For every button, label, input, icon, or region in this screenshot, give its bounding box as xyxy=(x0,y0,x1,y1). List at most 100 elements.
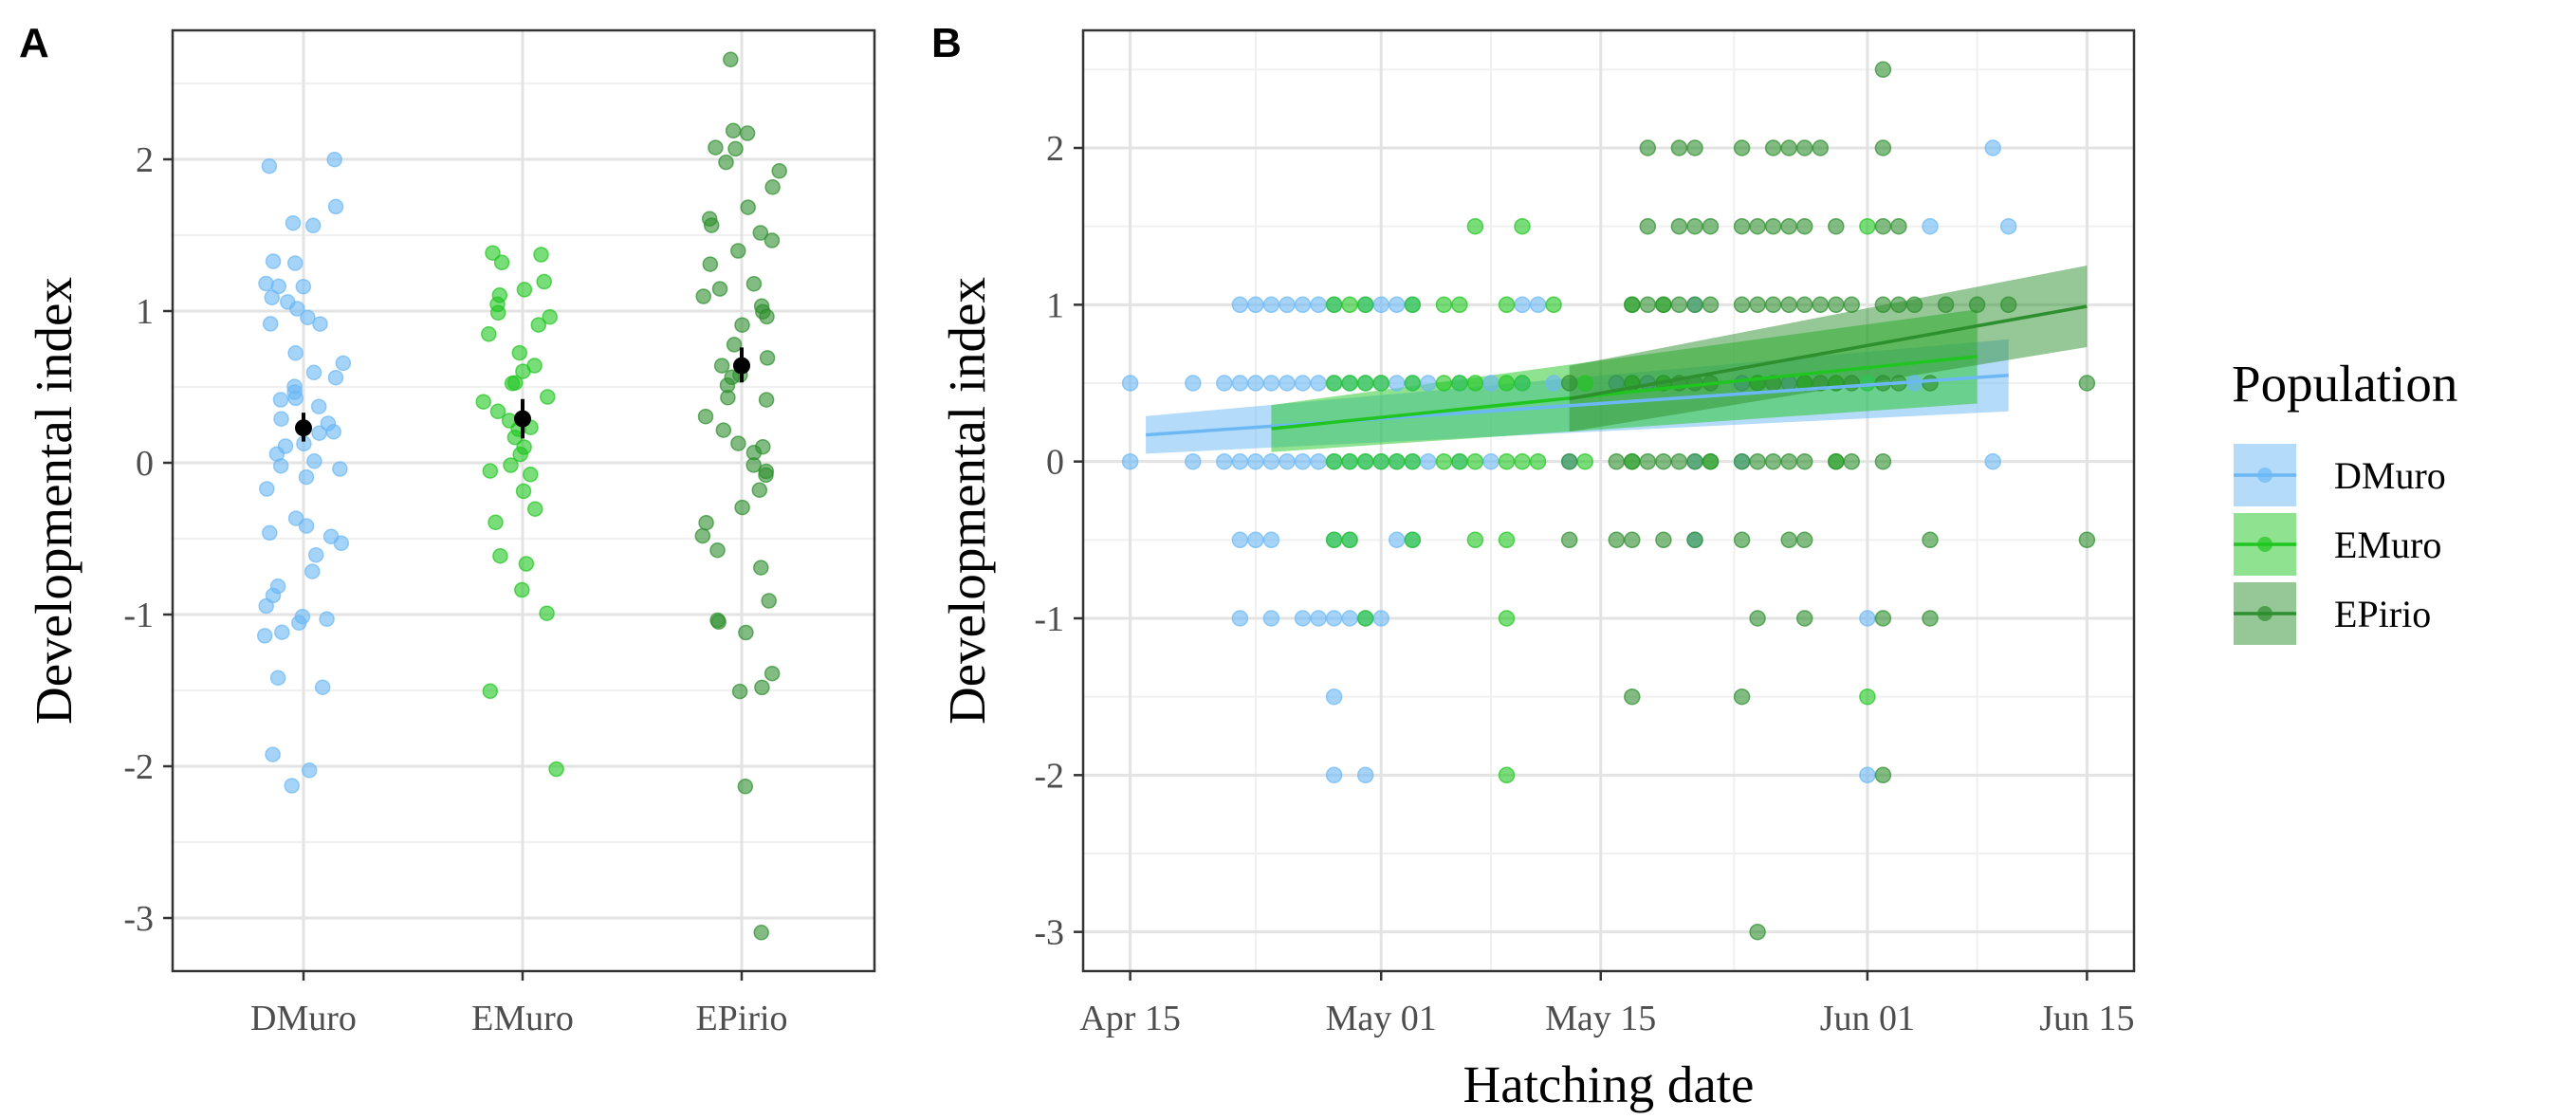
data-point xyxy=(751,482,768,498)
mean-point xyxy=(295,419,312,437)
data-point xyxy=(702,256,719,272)
data-point xyxy=(715,422,732,438)
data-point xyxy=(262,524,278,542)
data-point xyxy=(523,467,539,483)
data-point xyxy=(289,301,305,317)
trend-line xyxy=(1146,373,2009,437)
data-point xyxy=(1749,610,1766,627)
panel-b-background xyxy=(1083,30,2134,971)
data-point xyxy=(1121,452,1139,470)
data-point xyxy=(764,179,781,195)
data-point xyxy=(1922,375,1939,392)
data-point xyxy=(1262,610,1280,627)
data-point xyxy=(720,389,736,406)
legend-key-point xyxy=(2257,468,2272,483)
panel-b-tag: B xyxy=(931,20,962,66)
data-point xyxy=(698,514,714,531)
y-tick-label: 0 xyxy=(136,444,154,484)
data-point xyxy=(1388,531,1406,549)
data-point xyxy=(540,389,556,405)
data-point xyxy=(1325,452,1343,470)
panel-b: -3 -2 -1 0 1 2 Apr 15 May 01 May 15 Jun 01 Jun 15… xyxy=(938,28,2136,1113)
data-point xyxy=(1356,610,1374,627)
data-point xyxy=(1388,375,1406,392)
data-point xyxy=(1294,610,1312,627)
data-point xyxy=(1435,296,1453,314)
panel-a-means xyxy=(295,347,750,442)
data-point xyxy=(287,390,304,407)
data-point xyxy=(753,925,769,941)
data-point xyxy=(1466,531,1484,549)
data-point xyxy=(1795,296,1813,314)
data-point xyxy=(1968,296,1986,314)
data-point xyxy=(1404,452,1422,470)
data-point xyxy=(1655,531,1672,549)
data-point xyxy=(485,245,501,261)
data-point xyxy=(1325,766,1343,784)
legend-label: EMuro xyxy=(2334,523,2441,566)
y-tick-label: 2 xyxy=(136,140,154,180)
data-point xyxy=(1231,375,1249,392)
data-point xyxy=(1843,375,1861,392)
data-point xyxy=(270,278,287,295)
data-point xyxy=(1733,531,1751,549)
data-point xyxy=(1498,766,1516,784)
data-point xyxy=(1843,452,1861,470)
data-point xyxy=(311,425,327,441)
data-point xyxy=(1247,531,1264,549)
data-point xyxy=(285,214,302,231)
data-point xyxy=(1310,375,1327,392)
data-point xyxy=(709,612,726,629)
data-point xyxy=(723,51,739,68)
data-point xyxy=(759,308,775,325)
data-point xyxy=(1560,375,1578,392)
data-point xyxy=(761,593,777,609)
data-point xyxy=(1670,296,1688,314)
x-tick-label: May 01 xyxy=(1326,999,1437,1038)
panel-a-y-axis-title: Developmental index xyxy=(25,277,83,725)
data-point xyxy=(1749,923,1766,941)
data-point xyxy=(1984,452,2001,470)
data-point xyxy=(1874,61,1892,79)
data-point xyxy=(1843,296,1861,314)
data-point xyxy=(269,670,286,687)
data-point xyxy=(1310,452,1327,470)
data-point xyxy=(1733,296,1751,314)
y-tick-label: -3 xyxy=(1034,913,1064,953)
panel-a-y-ticks: -3 -2 -1 0 1 2 xyxy=(123,140,173,939)
data-point xyxy=(1185,375,1202,392)
data-point xyxy=(1795,217,1813,235)
data-point xyxy=(1780,452,1797,470)
data-point xyxy=(734,499,750,516)
data-point xyxy=(1279,375,1296,392)
data-point xyxy=(1356,375,1374,392)
data-point xyxy=(1325,531,1343,549)
y-tick-label: 1 xyxy=(136,292,154,332)
data-point xyxy=(1828,217,1845,235)
data-point xyxy=(695,288,711,304)
data-point xyxy=(305,364,322,381)
data-point xyxy=(730,435,746,451)
data-point xyxy=(1937,296,1955,314)
data-point xyxy=(1624,452,1641,470)
data-point xyxy=(1874,610,1892,627)
data-point xyxy=(1262,452,1280,470)
data-point xyxy=(1341,531,1358,549)
data-point xyxy=(526,501,543,517)
data-point xyxy=(1514,375,1531,392)
legend-item: EMuro xyxy=(2234,513,2441,576)
data-point xyxy=(291,615,307,632)
data-point xyxy=(542,308,558,325)
data-point xyxy=(1514,452,1531,470)
data-point xyxy=(1498,296,1516,314)
data-point xyxy=(1733,375,1751,392)
data-point xyxy=(1812,296,1830,314)
data-point xyxy=(697,408,714,425)
data-point xyxy=(1686,139,1703,156)
data-point xyxy=(1795,531,1813,549)
data-point xyxy=(298,468,315,486)
data-point xyxy=(771,163,787,179)
data-point xyxy=(1247,296,1264,314)
data-point xyxy=(1294,296,1312,314)
